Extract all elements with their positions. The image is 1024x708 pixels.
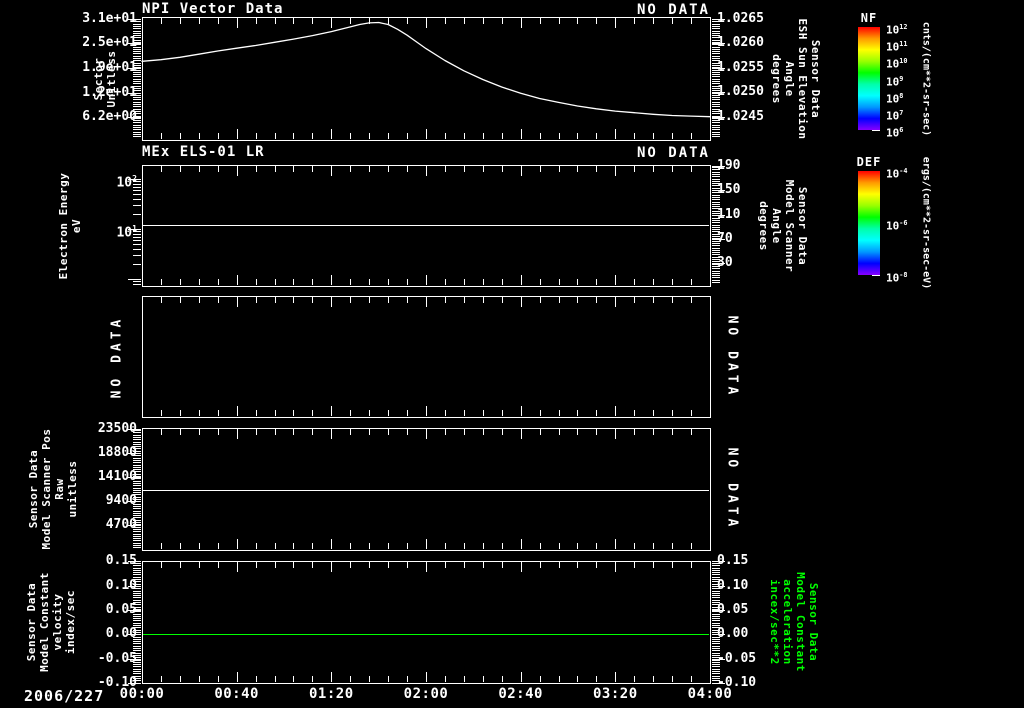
y-tick-label: 1.9e+01 <box>82 60 137 76</box>
colorbar-nf-gradient <box>858 27 880 130</box>
y-tick-label: 2.5e+01 <box>82 35 137 51</box>
y-tick-label: 150 <box>717 182 741 198</box>
series-sector <box>141 21 711 118</box>
colorbar-def-unit-label: ergs/(cm**2-sr-sec-eV) <box>920 156 932 290</box>
colorbar-nf-title: NF <box>860 11 878 25</box>
y-tick-label: 18800 <box>97 445 137 461</box>
panel-2-title: MEx ELS-01 LR <box>142 144 265 160</box>
y-tick-label: 190 <box>717 158 741 174</box>
colorbar-tick-label: 107 <box>886 108 904 123</box>
axis-label-model-constant-velocity-left: Sensor Data Model Constant velocity index/s… <box>25 572 77 672</box>
y-tick-label: 1.0260 <box>717 35 764 51</box>
y-tick-label: 6.2e+00 <box>82 109 137 125</box>
axis-label-npi-vector-data-left: Sector Unitless <box>92 50 118 107</box>
colorbar-def-gradient <box>858 171 880 275</box>
y-tick-label: 4700 <box>105 517 137 533</box>
colorbar-tick-label: 106 <box>886 126 904 140</box>
colorbar-tick-label: 108 <box>886 91 904 106</box>
colorbar-tick-label: 10-8 <box>886 271 908 285</box>
y-tick-label: 0.05 <box>717 602 749 618</box>
x-tick-label: 04:00 <box>687 686 733 702</box>
status-empty-panel-right: NO DATA <box>724 315 740 398</box>
y-tick-label: -0.05 <box>97 650 137 666</box>
panel-border-mex-els-01-lr <box>142 165 711 287</box>
y-tick-label: 14100 <box>97 469 137 485</box>
panel-border-empty-panel <box>142 296 711 418</box>
panel-1-title: NPI Vector Data <box>142 1 284 17</box>
y-tick-label: 70 <box>717 230 733 246</box>
colorbar-def-title: DEF <box>856 155 882 169</box>
y-tick-label: 23500 <box>97 421 137 437</box>
colorbar-tick-label: 10-6 <box>886 219 908 233</box>
y-tick-label: 0.15 <box>717 553 749 569</box>
x-tick-label: 03:20 <box>593 686 638 702</box>
colorbar-tick-label: 1010 <box>886 57 908 71</box>
x-tick-label: 01:20 <box>309 686 354 702</box>
y-tick-label: 9400 <box>105 493 137 509</box>
axis-label-model-constant-velocity-right: Sensor Data Model Constant acceleration inc… <box>768 572 820 672</box>
y-tick-label: 1.0255 <box>717 59 764 75</box>
colorbar-tick-label: 109 <box>886 74 904 89</box>
y-tick-label: 3.1e+01 <box>82 10 137 26</box>
axis-label-mex-els-01-lr-left: Electron Energy eV <box>57 172 83 279</box>
status-empty-panel-left: NO DATA <box>109 315 125 398</box>
y-tick-label: 102 <box>116 173 137 191</box>
y-tick-label: 1.0265 <box>717 10 764 26</box>
axis-label-model-scanner-pos-left: Sensor Data Model Scanner Pos Raw unitless <box>27 428 79 550</box>
y-tick-label: 1.2e+01 <box>82 84 137 100</box>
panel-border-model-constant-velocity <box>142 561 711 684</box>
y-tick-label: 110 <box>717 206 741 222</box>
x-tick-label: 02:00 <box>403 686 449 702</box>
colorbar-nf-unit-label: cnts/(cm**2-sr-sec) <box>920 21 932 136</box>
x-tick-label: 02:40 <box>498 686 543 702</box>
y-tick-label: 0.10 <box>717 577 749 593</box>
y-tick-label: -0.05 <box>717 650 757 666</box>
y-tick-label: 1.0250 <box>717 84 764 100</box>
y-tick-label: -0.10 <box>717 675 757 690</box>
y-tick-label: 1.0245 <box>717 108 764 124</box>
x-tick-label: 00:00 <box>119 686 165 702</box>
y-tick-label: 0.00 <box>105 626 137 642</box>
y-tick-label: -0.10 <box>97 675 137 690</box>
panel-border-model-scanner-pos <box>142 428 711 551</box>
panel-border-npi-vector-data <box>142 17 711 141</box>
y-tick-label: 101 <box>116 223 137 241</box>
colorbar-tick-label: 1012 <box>886 23 908 37</box>
panel-2-status: NO DATA <box>636 145 710 161</box>
y-tick-label: 0.05 <box>105 602 137 618</box>
y-tick-label: 30 <box>717 255 733 270</box>
y-tick-label: 0.10 <box>105 577 137 593</box>
axis-label-npi-vector-data-right: Sensor Data ESH Sun Elevation Angle degrees <box>770 17 822 140</box>
panel-1-status: NO DATA <box>636 2 710 18</box>
date-label: 2006/227 <box>24 687 105 705</box>
y-tick-label: 0.00 <box>717 626 749 642</box>
y-tick-label: 0.15 <box>105 553 137 569</box>
colorbar-tick-label: 1011 <box>886 40 908 54</box>
colorbar-tick-label: 10-4 <box>886 167 908 181</box>
status-model-scanner-pos-right: NO DATA <box>724 447 740 531</box>
axis-label-mex-els-01-lr-right: Sensor Data Model Scanner Angle degrees <box>757 179 809 272</box>
x-tick-label: 00:40 <box>214 686 259 702</box>
